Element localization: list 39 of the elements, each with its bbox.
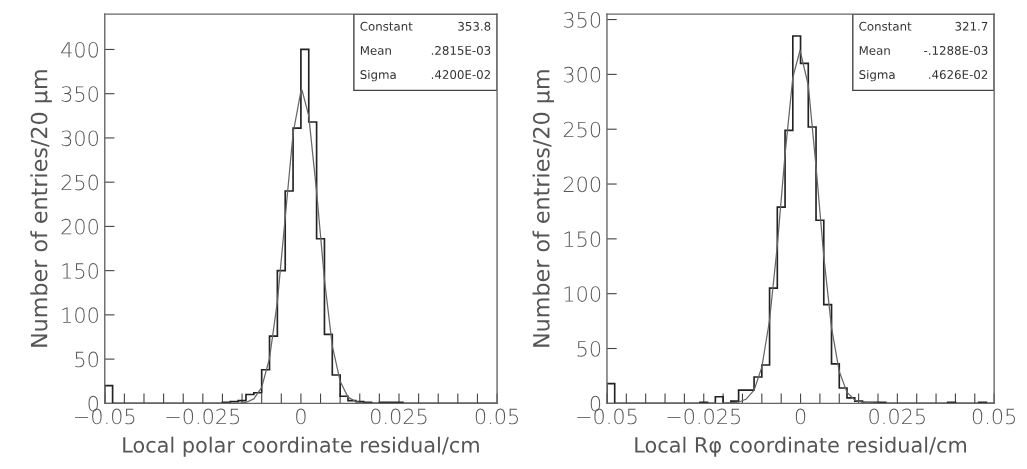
- annotation: Constant: [859, 21, 912, 31]
- annotation: .4626E-02: [929, 70, 988, 80]
- annotation: 353.8: [458, 21, 491, 31]
- annotation: Sigma: [360, 69, 396, 82]
- y-tick-label: 150: [564, 231, 601, 248]
- annotation: Mean: [360, 46, 391, 55]
- x-tick-label: 0: [795, 408, 806, 425]
- y-tick-label: 250: [563, 121, 601, 138]
- y-tick-label: 50: [75, 351, 98, 368]
- y-tick-label: 300: [61, 130, 98, 147]
- x-tick-label: 0.05: [475, 408, 518, 425]
- annotation: Mean: [859, 46, 890, 55]
- y-axis-title: Number of entries/20 μm: [30, 70, 52, 347]
- x-tick-label: −0.025: [166, 408, 240, 425]
- y-tick-label: 350: [61, 86, 98, 102]
- y-tick-label: 250: [61, 174, 98, 191]
- x-tick-label: −0.025: [667, 408, 740, 425]
- y-tick-label: 400: [61, 41, 98, 58]
- x-axis-title: Local Rφ coordinate residual/cm: [635, 436, 967, 457]
- y-tick-label: 350: [563, 12, 601, 28]
- annotation: -.1288E-03: [924, 45, 988, 55]
- y-axis-title: Number of entries/20 μm: [532, 70, 554, 347]
- y-tick-label: 300: [563, 66, 601, 83]
- x-tick-label: 0.05: [972, 408, 1016, 425]
- annotation: .4200E-02: [431, 70, 490, 80]
- y-tick-label: 150: [62, 263, 98, 279]
- y-tick-label: 50: [577, 340, 601, 357]
- x-tick-label: 0.025: [371, 408, 427, 425]
- x-tick-label: 0: [296, 408, 306, 425]
- y-tick-label: 200: [61, 218, 98, 235]
- annotation: Sigma: [859, 69, 895, 82]
- y-tick-label: 200: [563, 176, 601, 193]
- annotation: Constant: [360, 21, 413, 31]
- x-axis-title: Local polar coordinate residual/cm: [123, 436, 479, 457]
- y-tick-label: 100: [564, 286, 601, 302]
- y-tick-label: 100: [62, 307, 98, 324]
- x-tick-label: 0.025: [869, 408, 925, 425]
- annotation: .2815E-03: [431, 45, 491, 55]
- annotation: 321.7: [955, 21, 988, 31]
